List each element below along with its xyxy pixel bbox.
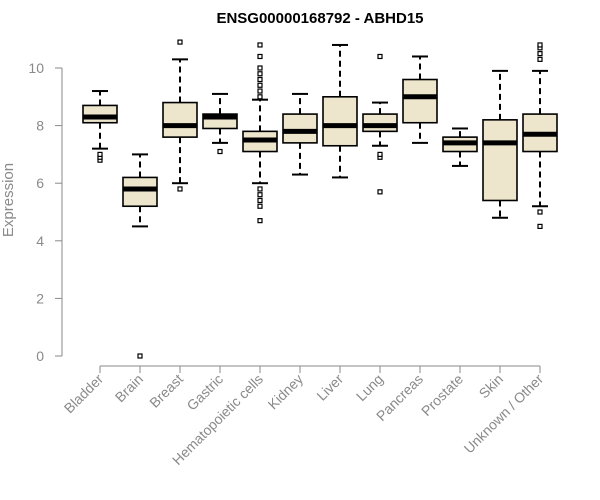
y-tick-label: 8 xyxy=(36,118,44,134)
box-gastric xyxy=(202,92,238,155)
outlier-point xyxy=(257,203,263,209)
box-hematopoietic-cells xyxy=(242,42,278,224)
box-brain xyxy=(122,153,158,359)
box-rect xyxy=(282,113,318,144)
outlier-point xyxy=(257,218,263,224)
outlier-point xyxy=(377,151,383,157)
outlier-point xyxy=(537,223,543,229)
box-pancreas xyxy=(402,55,438,144)
x-tick-label: Breast xyxy=(146,371,186,411)
box-rect xyxy=(322,96,358,147)
y-tick-label: 6 xyxy=(36,175,44,191)
outlier-point xyxy=(537,50,543,57)
outlier-point xyxy=(257,82,263,88)
box-unknown-other xyxy=(522,42,558,229)
x-tick-label: Skin xyxy=(476,371,507,402)
outlier-point xyxy=(97,151,103,157)
box-prostate xyxy=(442,127,478,167)
outlier-point xyxy=(257,65,263,71)
x-tick-label: Brain xyxy=(112,371,146,405)
outlier-point xyxy=(257,186,263,192)
box-rect xyxy=(162,101,198,138)
outlier-point xyxy=(137,353,143,359)
y-tick-label: 2 xyxy=(36,290,44,306)
outlier-point xyxy=(377,53,383,60)
outlier-point xyxy=(257,53,263,60)
box-liver xyxy=(322,43,358,179)
outlier-point xyxy=(537,56,543,62)
box-bladder xyxy=(82,90,118,163)
outlier-point xyxy=(217,148,223,155)
box-rect xyxy=(122,176,158,208)
outlier-point xyxy=(537,209,543,215)
box-skin xyxy=(482,69,518,219)
outlier-point xyxy=(177,186,183,192)
outlier-point xyxy=(257,197,263,204)
x-tick-label: Prostate xyxy=(418,371,466,419)
outlier-point xyxy=(377,189,383,195)
outlier-point xyxy=(257,42,263,48)
y-axis-label: Expression xyxy=(0,163,17,237)
x-tick-label: Kidney xyxy=(265,371,307,413)
outlier-point xyxy=(257,94,263,100)
y-tick-label: 0 xyxy=(36,348,44,364)
y-axis: 0 2 4 6 8 10 xyxy=(28,60,63,364)
x-tick-label: Lung xyxy=(353,371,386,404)
outlier-point xyxy=(257,88,263,94)
boxes-group xyxy=(82,39,558,359)
box-rect xyxy=(362,113,398,133)
y-tick-label: 10 xyxy=(28,60,44,76)
box-rect xyxy=(402,78,438,124)
box-rect xyxy=(482,119,518,202)
outlier-point xyxy=(537,42,543,48)
box-breast xyxy=(162,39,198,192)
x-tick-label: Bladder xyxy=(61,371,107,417)
y-tick-label: 4 xyxy=(36,233,44,249)
box-lung xyxy=(362,53,398,195)
chart-title: ENSG00000168792 - ABHD15 xyxy=(216,10,423,27)
outlier-point xyxy=(257,71,263,77)
x-tick-label: Liver xyxy=(313,371,346,404)
outlier-point xyxy=(257,76,263,83)
box-kidney xyxy=(282,92,318,176)
outlier-point xyxy=(177,39,183,45)
box-rect xyxy=(82,104,118,124)
outlier-point xyxy=(257,192,263,198)
